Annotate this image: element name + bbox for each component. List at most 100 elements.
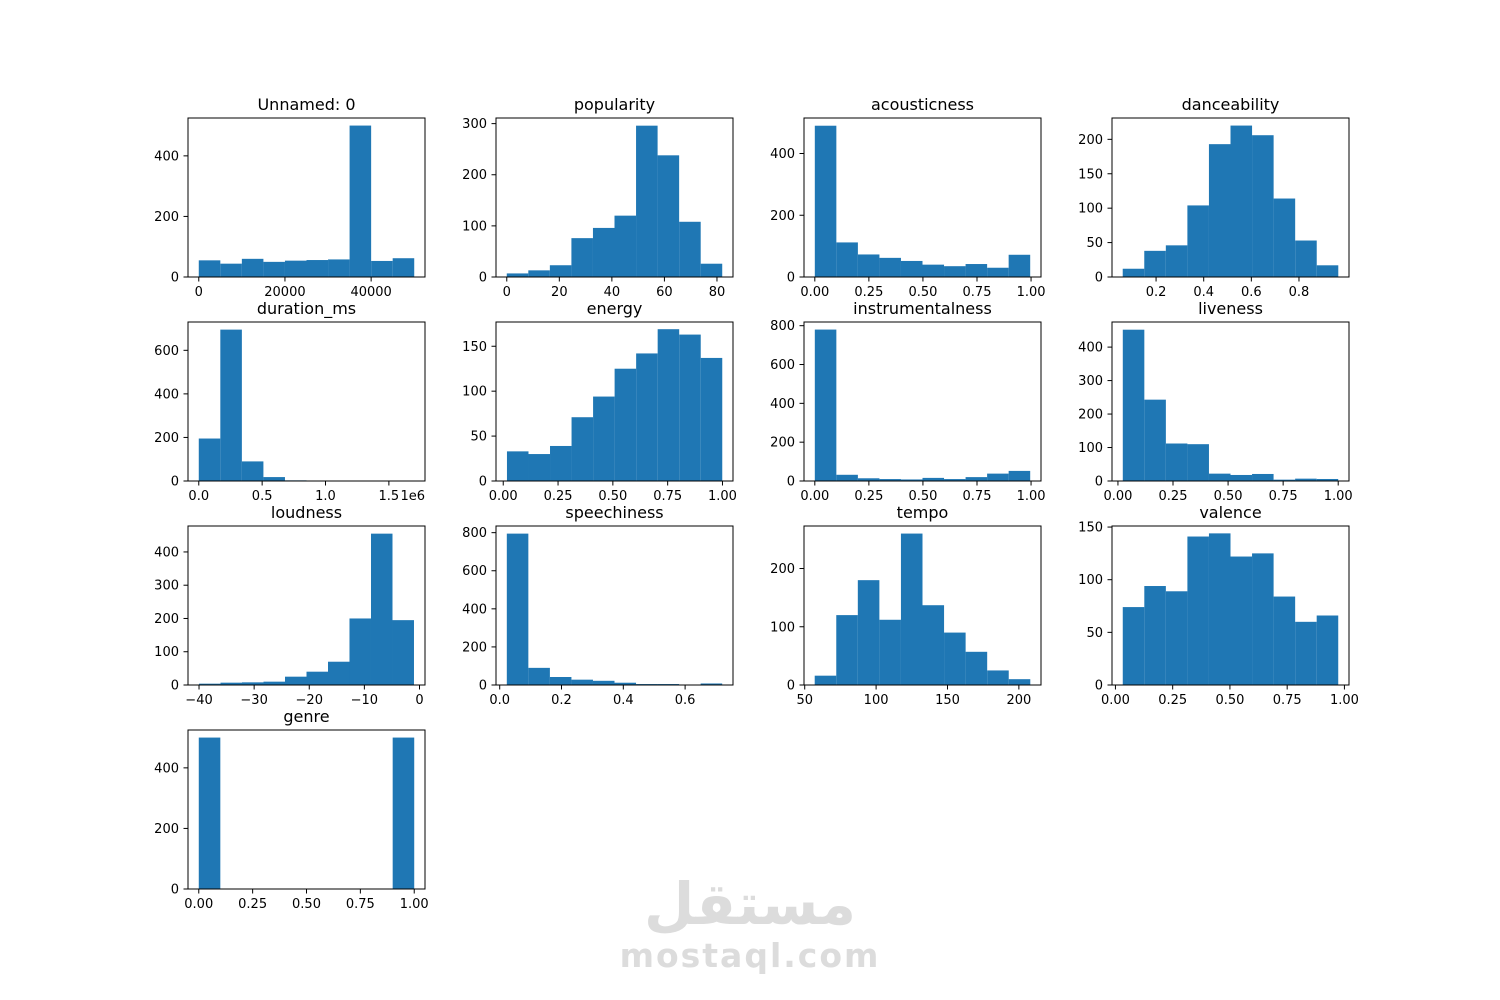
x-tick-label: 0.25 xyxy=(854,285,883,300)
y-tick-label: 0 xyxy=(787,475,795,490)
x-tick-label: 0.25 xyxy=(854,489,883,504)
histogram-duration-ms: 0.0 0.5 1.0 1.5 0 200 400 600 duration_ms 1e6 xyxy=(154,299,426,504)
histogram-bar xyxy=(1144,586,1166,685)
histogram-bar xyxy=(1208,533,1231,685)
histogram-bar xyxy=(1316,478,1339,481)
histogram-bar xyxy=(1230,556,1253,685)
x-tick-label: 200 xyxy=(1006,693,1031,708)
x-tick-label: 20000 xyxy=(264,285,305,300)
histogram-bar xyxy=(1165,591,1188,685)
x-tick-label: 0.75 xyxy=(346,897,375,912)
histogram-bar xyxy=(1208,473,1231,481)
histogram-acousticness: 0.00 0.25 0.50 0.75 1.00 0 200 400 acousticness xyxy=(770,95,1046,300)
subplot-unnamed-0: 0 20000 40000 0 200 400 Unnamed: 0 xyxy=(128,92,441,313)
histogram-bar xyxy=(220,329,242,481)
histogram-bar xyxy=(1316,615,1339,685)
x-tick-label: 0.4 xyxy=(1193,285,1214,300)
x-tick-label: 50 xyxy=(796,693,813,708)
chart-title: energy xyxy=(587,299,643,318)
histogram-tempo: 50 100 150 200 0 100 200 tempo xyxy=(770,503,1042,708)
histogram-bar xyxy=(241,258,264,277)
histogram-bar xyxy=(965,651,988,685)
y-tick-label: 200 xyxy=(462,640,487,655)
plot-frame xyxy=(803,525,1042,686)
watermark-latin-text: mostaql.com xyxy=(619,936,881,975)
histogram-speechiness: 0.0 0.2 0.4 0.6 0 200 400 600 800 speechiness xyxy=(462,503,734,708)
histogram-bar xyxy=(263,477,285,481)
histogram-energy: 0.00 0.25 0.50 0.75 1.00 0 50 100 150 energy xyxy=(462,299,737,504)
histogram-bar xyxy=(922,264,945,277)
chart-title: speechiness xyxy=(565,503,663,522)
y-tick-label: 0 xyxy=(479,475,487,490)
x-tick-label: 1.00 xyxy=(400,897,429,912)
y-tick-label: 0 xyxy=(171,271,179,286)
histogram-bar xyxy=(1273,198,1296,277)
histogram-bar xyxy=(528,667,550,685)
x-tick-label: 1.00 xyxy=(1330,693,1359,708)
histogram-bar xyxy=(549,265,572,277)
y-tick-label: 200 xyxy=(154,822,179,837)
histogram-bar xyxy=(857,580,880,685)
chart-title: Unnamed: 0 xyxy=(257,95,355,114)
x-tick-label: 1.5 xyxy=(379,489,400,504)
x-tick-label: 0.50 xyxy=(908,285,937,300)
x-tick-label: −20 xyxy=(296,693,323,708)
x-tick-label: 0.25 xyxy=(238,897,267,912)
chart-title: popularity xyxy=(574,95,655,114)
y-tick-label: 100 xyxy=(462,385,487,400)
y-tick-label: 300 xyxy=(154,579,179,594)
histogram-bar xyxy=(657,155,680,277)
histogram-valence: 0.00 0.25 0.50 0.75 1.00 0 50 100 150 valence xyxy=(1078,503,1359,708)
histogram-bar xyxy=(306,260,329,277)
x-tick-label: 1.00 xyxy=(1017,285,1046,300)
y-tick-label: 150 xyxy=(1078,167,1103,182)
histogram-bar xyxy=(836,474,858,481)
histogram-bar xyxy=(944,632,966,685)
y-tick-label: 600 xyxy=(154,344,179,359)
subplot-loudness: −40 −30 −20 −10 0 0 100 200 300 400 loudness xyxy=(128,500,441,721)
histogram-bar xyxy=(198,260,221,277)
y-tick-label: 100 xyxy=(1078,573,1103,588)
histogram-bar xyxy=(220,682,243,685)
watermark: مستقل mostaql.com xyxy=(605,875,895,972)
histogram-bar xyxy=(857,478,880,481)
histogram-bar xyxy=(392,258,415,277)
histogram-bar xyxy=(199,683,221,685)
y-tick-label: 400 xyxy=(770,397,795,412)
histogram-bar xyxy=(571,238,593,277)
histogram-bar xyxy=(1316,265,1339,277)
plot-frame xyxy=(1111,525,1350,686)
histogram-bar xyxy=(836,615,858,685)
chart-title: danceability xyxy=(1182,95,1280,114)
y-tick-label: 0 xyxy=(1095,475,1103,490)
histogram-bar xyxy=(1187,205,1209,277)
subplot-popularity: 0 20 40 60 80 0 100 200 300 popularity xyxy=(436,92,749,313)
plot-frame xyxy=(1111,321,1350,482)
x-tick-label: 20 xyxy=(551,285,568,300)
x-tick-label: 1.00 xyxy=(708,489,737,504)
chart-title: instrumentalness xyxy=(853,299,992,318)
histogram-bar xyxy=(922,477,945,481)
histogram-bar xyxy=(370,533,393,685)
y-tick-label: 100 xyxy=(462,219,487,234)
histogram-bar xyxy=(987,267,1009,277)
y-tick-label: 100 xyxy=(154,645,179,660)
y-tick-label: 600 xyxy=(462,564,487,579)
histogram-bar xyxy=(1273,479,1296,481)
y-tick-label: 200 xyxy=(770,209,795,224)
y-tick-label: 400 xyxy=(1078,341,1103,356)
x-tick-label: 0.00 xyxy=(800,285,829,300)
histogram-bar xyxy=(198,438,221,481)
histogram-bar xyxy=(1008,254,1031,277)
histogram-bar xyxy=(836,242,858,277)
y-tick-label: 0 xyxy=(171,883,179,898)
histogram-bar xyxy=(814,329,837,481)
histogram-bar xyxy=(571,679,593,685)
histogram-bar xyxy=(879,479,901,481)
histogram-bar xyxy=(614,215,637,277)
watermark-arabic-text: مستقل xyxy=(643,870,857,938)
histogram-bar xyxy=(1122,329,1145,481)
chart-title: genre xyxy=(283,707,329,726)
y-tick-label: 0 xyxy=(787,679,795,694)
